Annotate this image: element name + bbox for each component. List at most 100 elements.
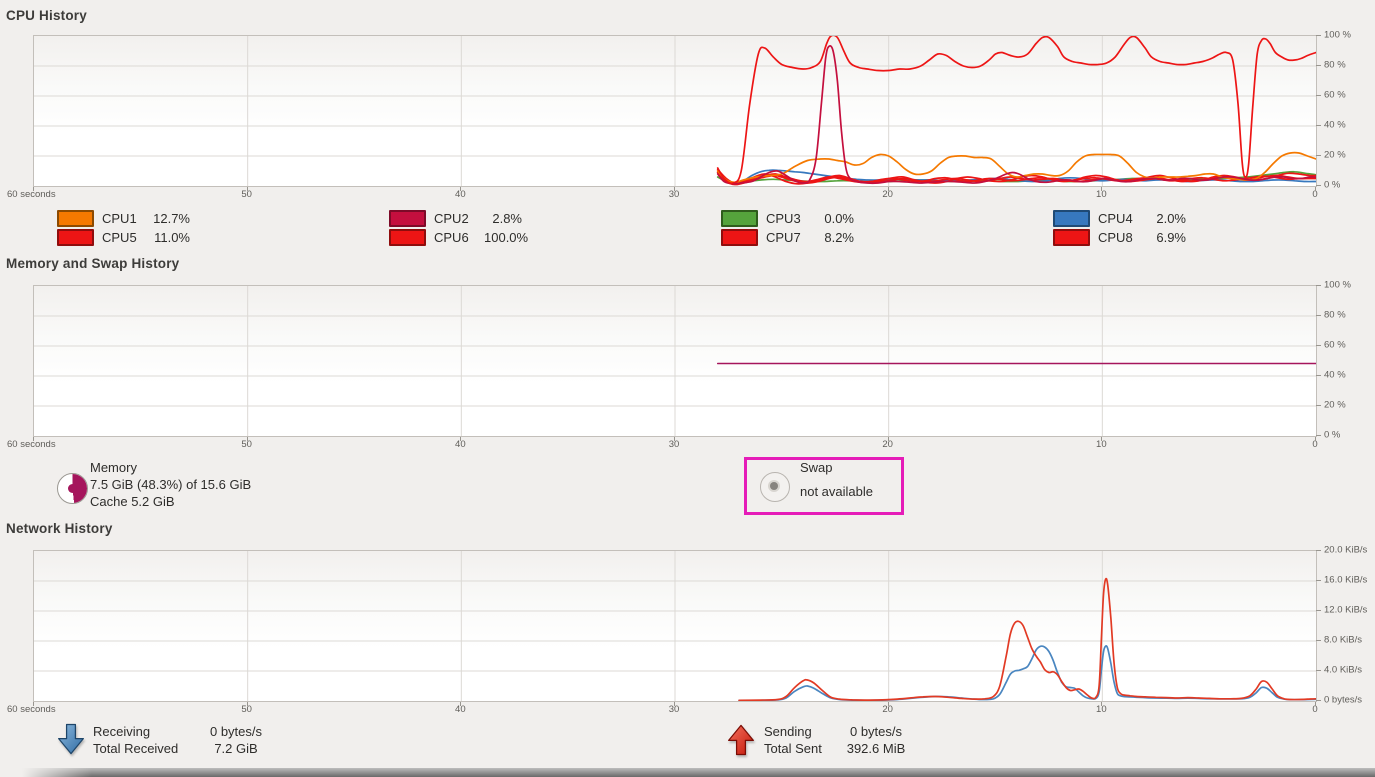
sending-line	[738, 577, 1316, 701]
cpu-y-label: 20 %	[1324, 149, 1346, 161]
memory-x-tick	[1101, 437, 1103, 441]
cpu-y-label: 60 %	[1324, 89, 1346, 101]
network-x-tick	[1101, 702, 1103, 706]
cpu6-line	[716, 36, 1316, 185]
network-x-label: 20	[882, 704, 893, 715]
memory-y-tick	[1316, 315, 1321, 316]
bottom-window-shadow	[22, 768, 1375, 777]
cpu-y-tick	[1316, 125, 1321, 126]
memory-y-tick	[1316, 375, 1321, 376]
cpu-history-title: CPU History	[6, 8, 87, 23]
cpu-legend-value: 6.9%	[1156, 229, 1186, 245]
cpu-history-chart	[33, 35, 1317, 187]
network-x-tick	[246, 702, 248, 706]
cpu-y-tick	[1316, 95, 1321, 96]
cpu4-color-swatch[interactable]	[1053, 209, 1090, 227]
network-x-label: 40	[455, 704, 466, 715]
receiving-rate: 0 bytes/s	[209, 724, 263, 739]
memory-y-label: 80 %	[1324, 309, 1346, 321]
sending-label: Sending	[764, 724, 812, 739]
network-x-tick	[460, 702, 462, 706]
network-x-label: 50	[241, 704, 252, 715]
cpu7-color-swatch[interactable]	[721, 228, 758, 246]
cpu-legend-value: 0.0%	[824, 210, 854, 226]
cpu-legend-item: CPU4 2.0%	[1053, 209, 1375, 227]
total-sent-value: 392.6 MiB	[846, 741, 906, 756]
memory-x-label: 40	[455, 439, 466, 450]
cpu-legend-value: 12.7%	[153, 210, 190, 226]
cpu-legend-value: 2.8%	[492, 210, 522, 226]
cpu8-line	[716, 171, 1316, 186]
cpu-legend-item: CPU6 100.0%	[389, 228, 721, 246]
cpu-x-label: 60 seconds	[7, 189, 56, 200]
memory-x-tick	[460, 437, 462, 441]
cpu-legend-label: CPU8	[1098, 229, 1133, 245]
cpu-x-label: 10	[1096, 189, 1107, 200]
cpu-x-label: 40	[455, 189, 466, 200]
network-x-tick	[33, 702, 34, 706]
cpu-x-label: 30	[668, 189, 680, 200]
cpu-legend-label: CPU6	[434, 229, 469, 245]
memory-y-label: 0 %	[1324, 429, 1341, 441]
swap-highlight-annotation	[744, 457, 904, 515]
cpu-legend-value: 100.0%	[484, 229, 529, 245]
network-y-tick	[1316, 670, 1321, 671]
cpu-y-tick	[1316, 65, 1321, 66]
memory-x-tick	[1315, 437, 1316, 441]
cpu3-color-swatch[interactable]	[721, 209, 758, 227]
cpu-legend-label: CPU5	[102, 229, 137, 245]
memory-x-label: 60 seconds	[7, 439, 56, 450]
cpu2-line	[716, 45, 1316, 185]
cpu-x-label: 0	[1312, 189, 1318, 200]
memory-x-label: 30	[668, 439, 680, 450]
total-received-value: 7.2 GiB	[214, 741, 258, 756]
total-sent-label: Total Sent	[764, 741, 822, 756]
network-x-tick	[674, 702, 675, 706]
total-received-label: Total Received	[93, 741, 179, 756]
network-y-label: 16.0 KiB/s	[1324, 574, 1368, 586]
memory-y-label: 40 %	[1324, 369, 1346, 381]
memory-y-label: 100 %	[1324, 279, 1351, 291]
network-y-tick	[1316, 550, 1321, 551]
network-y-tick	[1316, 580, 1321, 581]
cpu2-color-swatch[interactable]	[389, 209, 426, 227]
memory-y-tick	[1316, 285, 1321, 286]
cpu6-color-swatch[interactable]	[389, 228, 426, 246]
memory-x-tick	[246, 437, 248, 441]
cpu-legend-value: 11.0%	[154, 229, 190, 245]
sending-rate: 0 bytes/s	[849, 724, 903, 739]
memory-swap-history-chart	[33, 285, 1317, 437]
cpu1-color-swatch[interactable]	[57, 209, 94, 227]
cpu-y-tick	[1316, 155, 1321, 156]
swap-label: Swap	[800, 460, 833, 475]
memory-x-tick	[887, 437, 889, 441]
cpu-legend-label: CPU1	[102, 210, 137, 226]
cpu-x-tick	[1101, 187, 1103, 191]
cpu-y-label: 40 %	[1324, 119, 1346, 131]
cpu-y-label: 0 %	[1324, 179, 1341, 191]
memory-pie-icon	[57, 473, 88, 504]
cpu-y-label: 80 %	[1324, 59, 1346, 71]
network-x-label: 0	[1312, 704, 1318, 715]
network-y-tick	[1316, 700, 1321, 701]
network-history-title: Network History	[6, 521, 113, 536]
cpu-legend-item: CPU2 2.8%	[389, 209, 721, 227]
cpu-legend-value: 2.0%	[1156, 210, 1186, 226]
swap-pie-center-dot	[770, 482, 778, 490]
cpu-x-tick	[246, 187, 248, 191]
network-y-label: 12.0 KiB/s	[1324, 604, 1368, 616]
cpu-x-tick	[460, 187, 462, 191]
memory-y-tick	[1316, 345, 1321, 346]
cpu5-color-swatch[interactable]	[57, 228, 94, 246]
cpu-legend-item: CPU7 8.2%	[721, 228, 1053, 246]
memory-y-label: 20 %	[1324, 399, 1346, 411]
cpu-legend: CPU1 12.7% CPU2 2.8% CPU3 0.0% CPU4 2.0% CPU5 11.…	[57, 209, 1375, 246]
cpu8-color-swatch[interactable]	[1053, 228, 1090, 246]
cpu-y-tick	[1316, 35, 1321, 36]
cpu-legend-item: CPU5 11.0%	[57, 228, 389, 246]
cpu-legend-label: CPU4	[1098, 210, 1133, 226]
cpu-y-label: 100 %	[1324, 29, 1351, 41]
memory-y-label: 60 %	[1324, 339, 1346, 351]
memory-swap-history-title: Memory and Swap History	[6, 256, 180, 271]
